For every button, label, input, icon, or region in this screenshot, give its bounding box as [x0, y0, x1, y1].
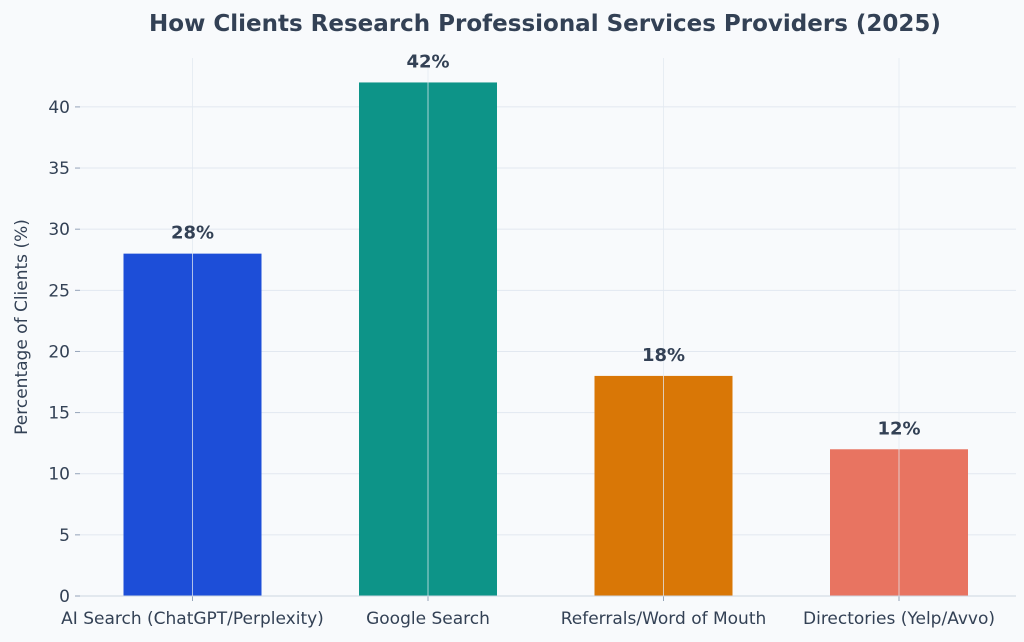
- y-tick-label: 15: [48, 404, 70, 424]
- data-label: 12%: [877, 418, 920, 439]
- y-tick-label: 0: [59, 587, 70, 607]
- x-tick-label: Google Search: [366, 609, 490, 629]
- y-tick-label: 35: [48, 159, 70, 179]
- y-tick-label: 30: [48, 220, 70, 240]
- x-tick-label: AI Search (ChatGPT/Perplexity): [61, 609, 324, 629]
- data-label: 42%: [406, 51, 449, 72]
- data-label: 18%: [642, 345, 685, 366]
- y-tick-label: 40: [48, 98, 70, 118]
- y-tick-label: 5: [59, 526, 70, 546]
- chart-title: How Clients Research Professional Servic…: [149, 11, 941, 37]
- x-gridlines: [192, 58, 900, 596]
- y-axis-ticks: 0 5 10 15 20 25 30 35 40: [48, 98, 80, 607]
- x-tick-label: Directories (Yelp/Avvo): [803, 609, 995, 629]
- y-tick-label: 10: [48, 465, 70, 485]
- y-tick-label: 20: [48, 342, 70, 362]
- y-axis-label: Percentage of Clients (%): [12, 219, 32, 435]
- data-labels: 28% 42% 18% 12%: [171, 51, 921, 439]
- data-label: 28%: [171, 223, 214, 244]
- y-tick-label: 25: [48, 281, 70, 301]
- x-tick-label: Referrals/Word of Mouth: [561, 609, 767, 629]
- x-axis-ticks: AI Search (ChatGPT/Perplexity) Google Sea…: [61, 596, 995, 629]
